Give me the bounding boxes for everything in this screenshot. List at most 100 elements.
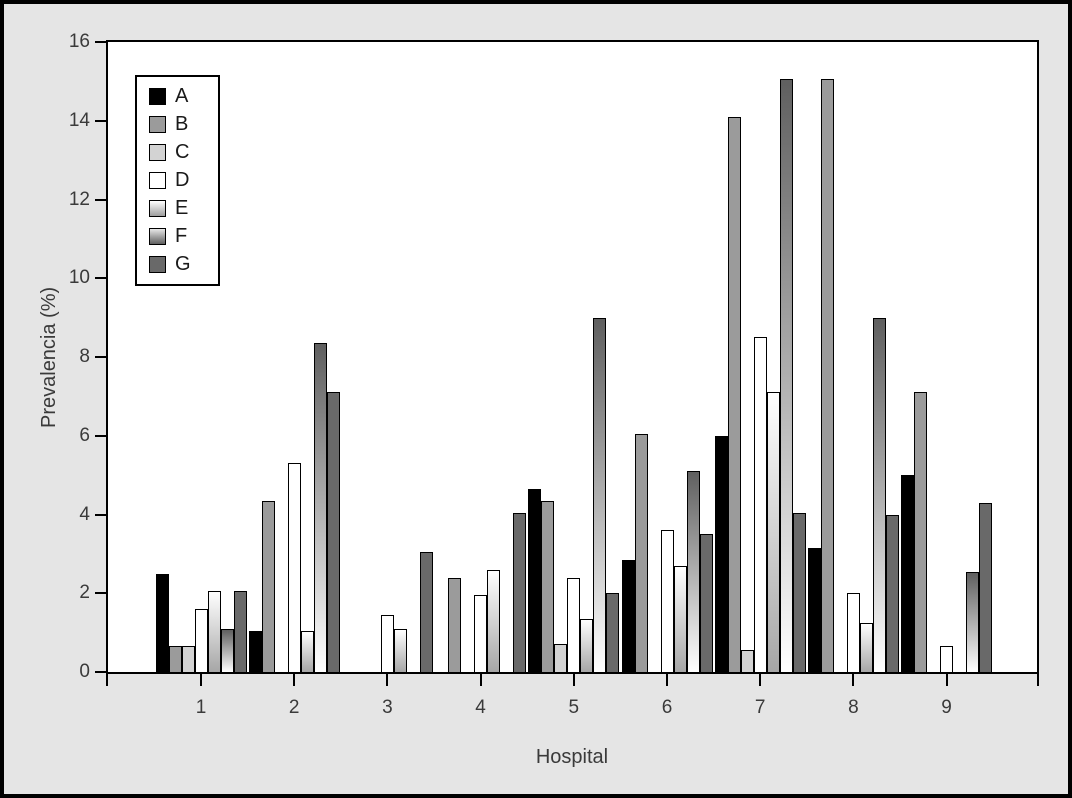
x-tick-label: 1 — [195, 697, 207, 718]
x-tick — [666, 672, 668, 686]
legend-label-g: G — [175, 253, 191, 275]
y-tick — [95, 198, 106, 201]
legend-item-b: B — [149, 113, 206, 135]
bar-B-hospital-8 — [820, 79, 834, 672]
bar-A-hospital-1 — [155, 573, 169, 672]
legend-swatch-d — [149, 172, 166, 189]
legend-item-c: C — [149, 141, 206, 163]
bar-C-hospital-1 — [181, 646, 195, 672]
y-tick-label: 10 — [68, 267, 90, 289]
legend-item-d: D — [149, 169, 206, 191]
bars-layer — [108, 42, 1037, 672]
bar-A-hospital-5 — [528, 488, 542, 672]
x-tick-label: 4 — [475, 697, 486, 718]
bar-E-hospital-3 — [393, 628, 407, 672]
bar-B-hospital-4 — [448, 577, 462, 672]
bar-G-hospital-7 — [792, 512, 806, 672]
bar-F-hospital-6 — [686, 471, 700, 672]
y-tick — [95, 119, 106, 122]
y-tick-label: 12 — [68, 188, 90, 210]
x-tick-label: 9 — [941, 697, 952, 718]
x-tick-label: 3 — [382, 697, 393, 718]
bar-D-hospital-2 — [287, 463, 301, 672]
legend-label-c: C — [175, 141, 190, 163]
legend-label-b: B — [175, 113, 189, 135]
x-axis-title: Hospital — [535, 746, 609, 768]
legend-label-a: A — [175, 85, 189, 107]
bar-B-hospital-1 — [168, 646, 182, 672]
y-tick-label: 4 — [79, 503, 90, 525]
bar-F-hospital-8 — [872, 317, 886, 672]
legend-item-e: E — [149, 197, 206, 219]
x-tick — [200, 672, 202, 686]
axis-edge-tick-right — [1037, 672, 1039, 686]
legend-item-a: A — [149, 85, 206, 107]
bar-E-hospital-1 — [207, 591, 221, 672]
x-tick-label: 6 — [661, 697, 673, 718]
bar-G-hospital-3 — [419, 551, 433, 672]
bar-G-hospital-4 — [513, 512, 527, 672]
legend-label-e: E — [175, 197, 189, 219]
x-tick — [386, 672, 389, 686]
legend-swatch-b — [149, 116, 166, 133]
bar-F-hospital-1 — [220, 628, 234, 672]
legend-swatch-f — [149, 228, 166, 245]
bar-B-hospital-7 — [727, 116, 741, 672]
x-tick-label: 5 — [568, 697, 580, 718]
bar-A-hospital-6 — [621, 559, 635, 672]
y-tick-label: 8 — [79, 346, 90, 367]
y-tick-label: 14 — [68, 109, 90, 131]
x-tick — [572, 672, 575, 686]
legend-item-f: F — [149, 225, 206, 247]
bar-D-hospital-6 — [660, 530, 674, 672]
bar-G-hospital-9 — [979, 502, 993, 672]
legend-label-d: D — [175, 169, 190, 191]
bar-E-hospital-7 — [766, 392, 780, 672]
bar-F-hospital-5 — [593, 317, 607, 672]
bar-D-hospital-1 — [194, 609, 208, 672]
x-tick-label: 2 — [288, 697, 300, 718]
bar-B-hospital-9 — [914, 392, 928, 672]
bar-G-hospital-1 — [233, 591, 247, 672]
x-tick-label: 7 — [754, 697, 766, 718]
legend-label-f: F — [175, 225, 188, 247]
x-tick — [945, 672, 948, 686]
y-tick — [95, 592, 106, 595]
legend-swatch-c — [149, 144, 166, 161]
bar-D-hospital-3 — [380, 614, 394, 672]
bar-E-hospital-2 — [300, 630, 314, 672]
bar-C-hospital-5 — [554, 644, 568, 672]
bar-E-hospital-6 — [673, 565, 687, 672]
legend-item-g: G — [149, 253, 206, 275]
bar-F-hospital-9 — [966, 571, 980, 672]
bar-G-hospital-2 — [326, 392, 340, 672]
x-tick — [852, 672, 855, 686]
bar-F-hospital-7 — [779, 79, 793, 672]
bar-D-hospital-7 — [753, 337, 767, 672]
legend-swatch-g — [149, 256, 166, 273]
bar-E-hospital-5 — [580, 618, 594, 672]
bar-G-hospital-5 — [606, 593, 620, 672]
legend-swatch-a — [149, 88, 166, 105]
bar-A-hospital-8 — [807, 547, 821, 672]
bar-D-hospital-4 — [474, 595, 488, 672]
bar-A-hospital-2 — [248, 630, 262, 672]
bar-E-hospital-8 — [859, 622, 873, 672]
y-tick — [95, 513, 106, 516]
legend-swatch-e — [149, 200, 166, 217]
bar-A-hospital-9 — [901, 475, 915, 672]
bar-D-hospital-9 — [940, 646, 954, 672]
x-tick — [759, 672, 762, 686]
y-tick — [95, 277, 106, 280]
bar-B-hospital-2 — [261, 500, 275, 672]
y-tick — [95, 671, 106, 673]
y-tick-label: 0 — [79, 661, 90, 682]
bar-F-hospital-2 — [313, 343, 327, 672]
bar-B-hospital-6 — [634, 433, 648, 672]
plot-area — [106, 40, 1039, 674]
bar-D-hospital-5 — [567, 577, 581, 672]
bar-B-hospital-5 — [541, 500, 555, 672]
bar-G-hospital-6 — [699, 534, 713, 672]
y-tick-label: 2 — [79, 582, 90, 604]
